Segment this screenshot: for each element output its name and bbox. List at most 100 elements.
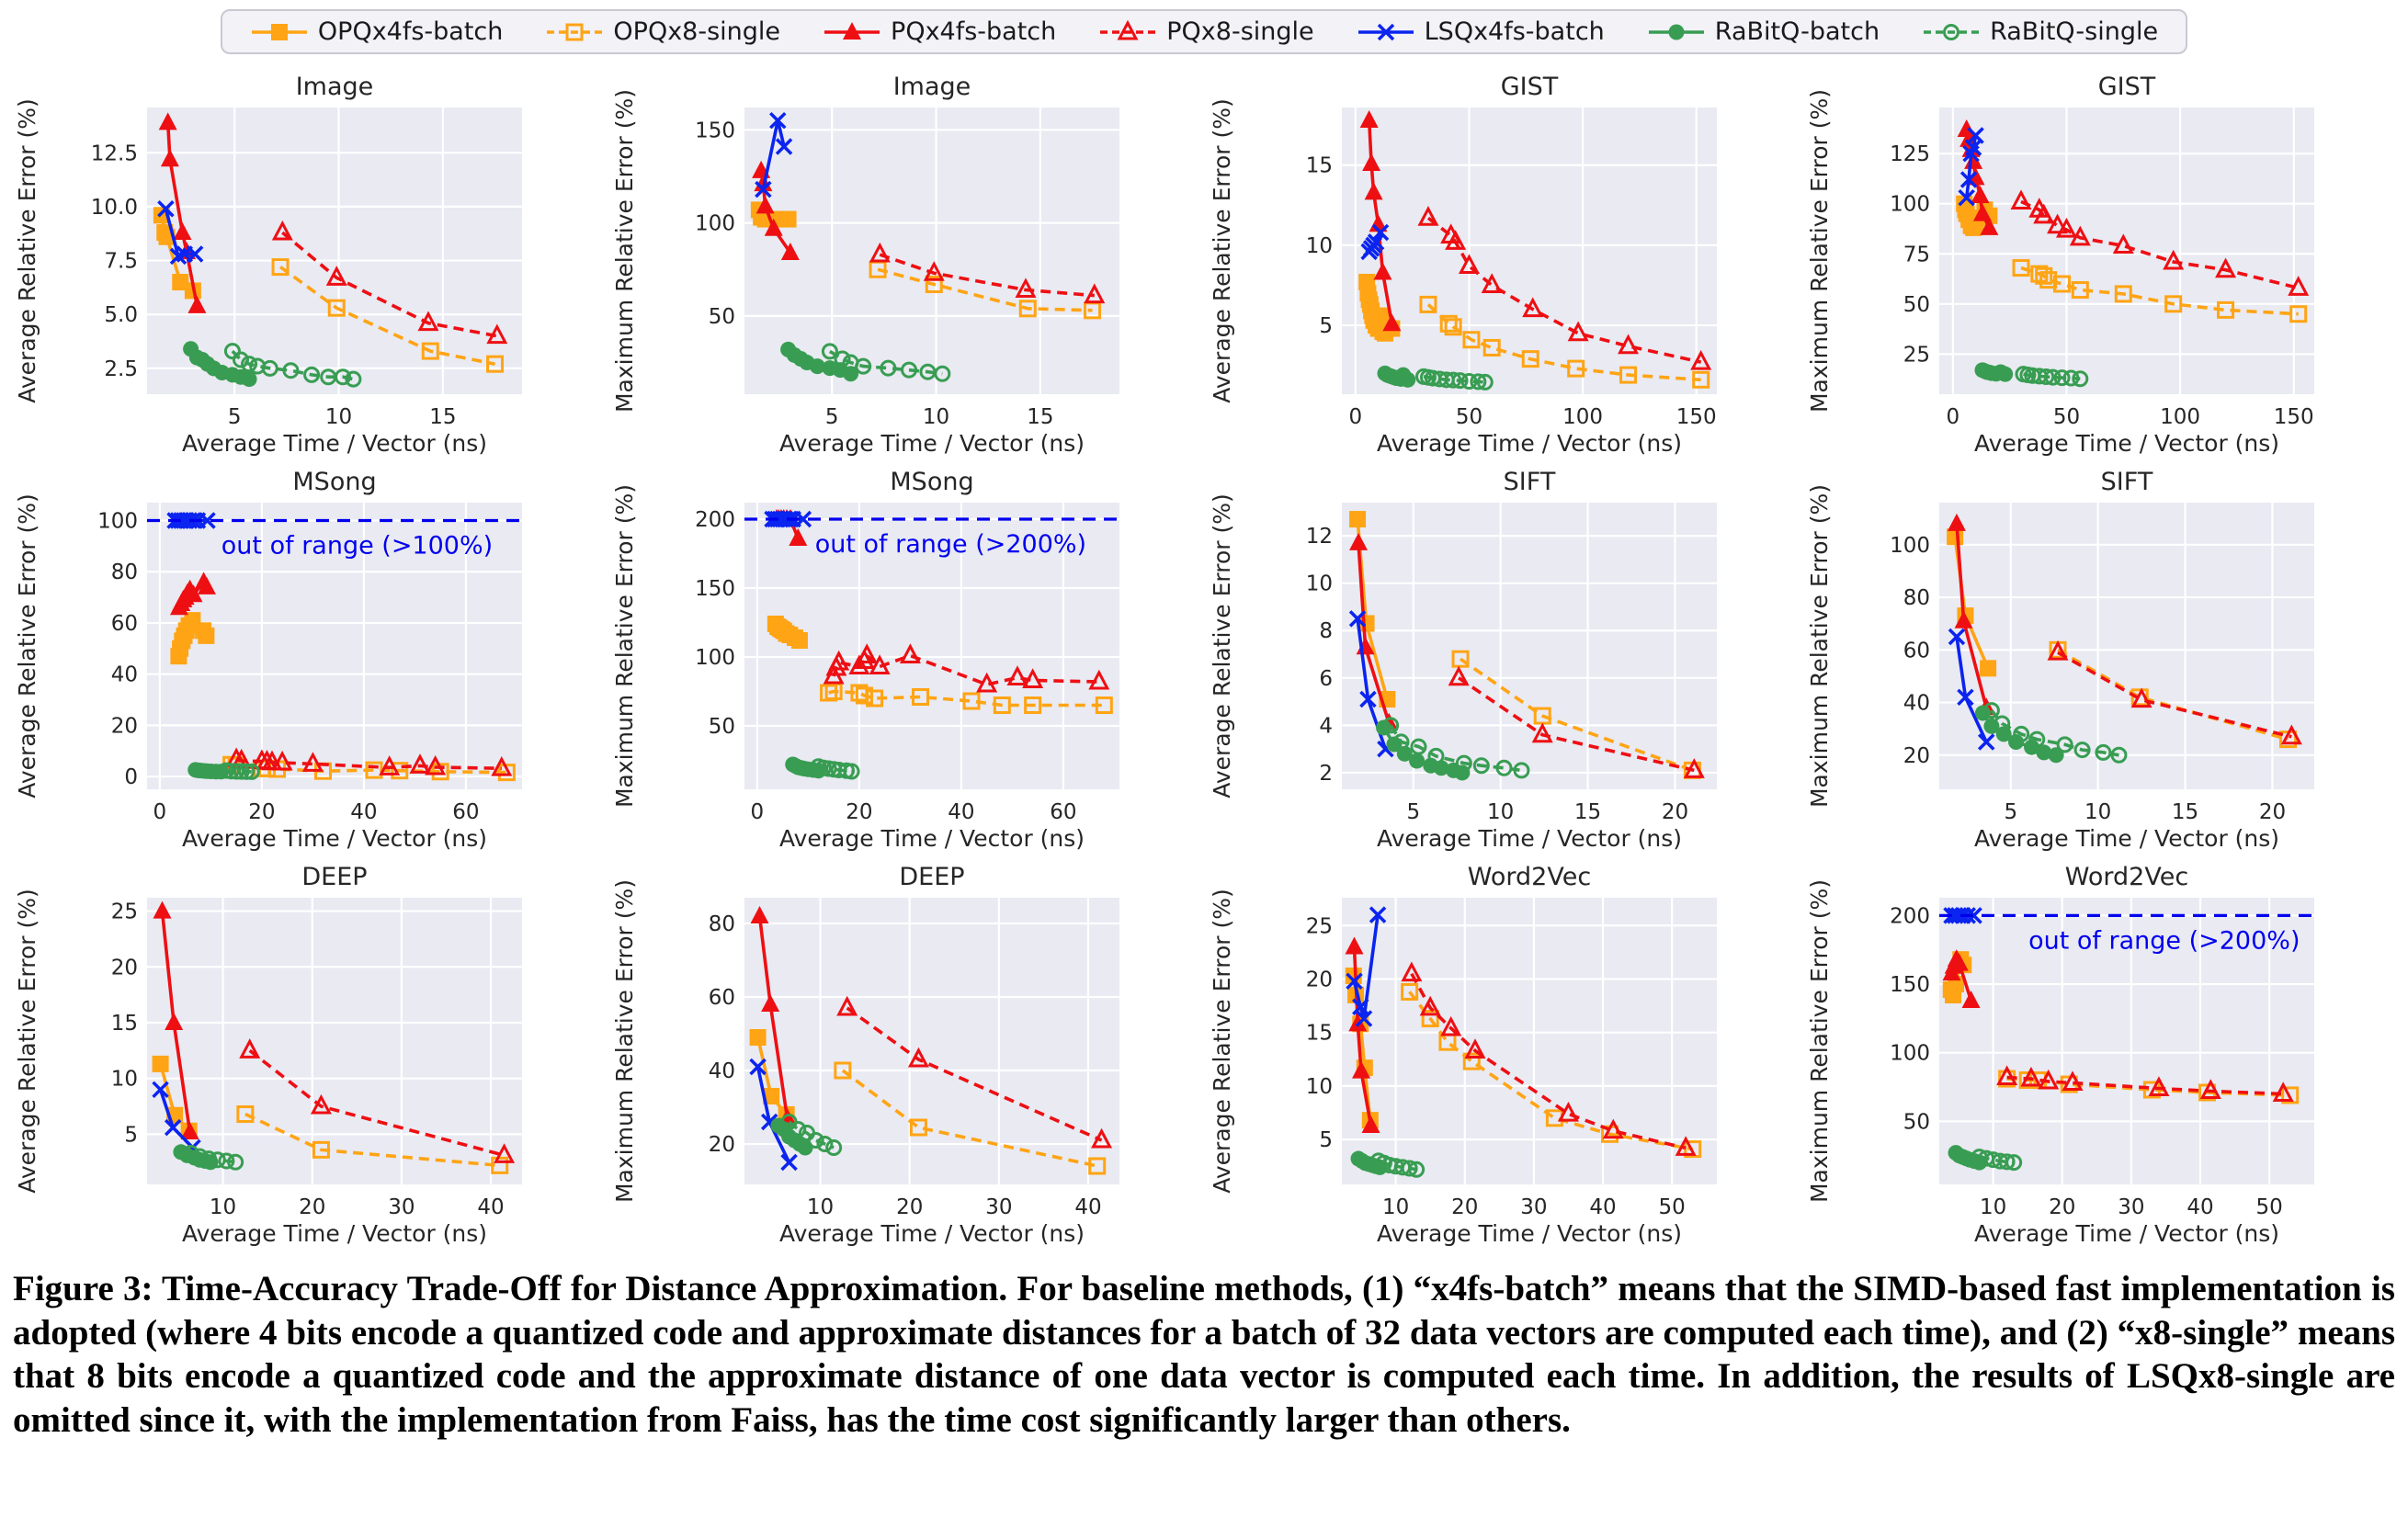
- x-tick-label: 40: [1074, 1195, 1101, 1219]
- chart-svg: GIST Average Relative Error (%) Average Ti…: [1209, 73, 1717, 457]
- marker-circle: [202, 1154, 219, 1171]
- marker-circle-open: [2038, 368, 2055, 386]
- y-tick-label: 200: [695, 508, 735, 532]
- marker-circle: [1995, 726, 2012, 742]
- chart-title: DEEP: [301, 863, 367, 891]
- y-tick-label: 25: [1903, 343, 1930, 367]
- marker-triangle-open: [494, 1143, 516, 1163]
- marker-square-open: [2289, 305, 2308, 323]
- marker-triangle-open: [325, 266, 347, 286]
- marker-x: [755, 180, 772, 198]
- x-tick-label: 5: [228, 405, 242, 429]
- y-tick-label: 2.5: [104, 357, 138, 381]
- series-LSQx4fs-batch: [1958, 127, 1984, 207]
- marker-square-open: [565, 23, 584, 40]
- subplot-word2vec-avg: Word2Vec Average Relative Error (%) Averag…: [1204, 857, 1801, 1252]
- marker-triangle-open: [2288, 276, 2310, 296]
- marker-triangle-open: [2010, 189, 2032, 210]
- marker-square-open: [2053, 275, 2072, 293]
- chart-svg: out of range (>200%) Word2Vec Maximum Rela…: [1806, 863, 2314, 1247]
- legend-item-PQx8-single: PQx8-single: [1098, 17, 1314, 46]
- y-tick-label: 10: [1306, 1075, 1333, 1099]
- marker-square-open: [327, 299, 346, 317]
- x-axis-label: Average Time / Vector (ns): [779, 430, 1085, 457]
- marker-x: [1371, 223, 1390, 242]
- series-RaBitQ-batch: [1350, 1150, 1388, 1175]
- series-line: [1352, 914, 1380, 1020]
- subplot-image-avg: Image Average Relative Error (%) Average T…: [9, 67, 607, 462]
- marker-triangle-open: [2130, 687, 2152, 708]
- marker-square: [790, 632, 808, 649]
- legend-marker-triangle-icon: [1100, 19, 1156, 40]
- y-axis-label: Average Relative Error (%): [1209, 889, 1235, 1194]
- marker-triangle-open: [2215, 257, 2237, 278]
- marker-x: [157, 200, 175, 218]
- marker-circle-open: [1998, 1153, 2016, 1171]
- x-axis-label: Average Time / Vector (ns): [1974, 1220, 2279, 1247]
- marker-triangle-open: [1401, 961, 1423, 982]
- chart-svg: SIFT Average Relative Error (%) Average Ti…: [1209, 468, 1717, 852]
- marker-triangle-open: [409, 753, 431, 774]
- marker-square-open: [421, 342, 439, 360]
- y-axis-label: Maximum Relative Error (%): [611, 89, 638, 413]
- marker-x: [152, 1081, 169, 1099]
- chart-svg: Word2Vec Average Relative Error (%) Averag…: [1209, 863, 1717, 1247]
- marker-x: [1967, 127, 1984, 144]
- x-axis-label: Average Time / Vector (ns): [182, 825, 487, 852]
- marker-circle-open: [1445, 371, 1462, 389]
- marker-triangle-open: [301, 752, 324, 772]
- y-tick-label: 100: [1890, 1042, 1930, 1066]
- marker-circle-open: [1513, 762, 1530, 779]
- legend-marker-triangle-icon: [824, 21, 880, 40]
- marker-x: [1346, 972, 1363, 991]
- marker-circle-open: [901, 361, 918, 379]
- marker-square-open: [431, 763, 449, 781]
- marker-x: [1977, 733, 1995, 751]
- series-OPQx8-single: [820, 683, 1113, 714]
- marker-triangle-open: [828, 650, 850, 671]
- series-LSQx4fs-batch: [1948, 628, 1995, 751]
- marker-square-open: [391, 762, 409, 780]
- marker-triangle-open: [1022, 668, 1044, 688]
- marker-x: [769, 111, 787, 130]
- marker-circle-open: [1476, 373, 1494, 391]
- subplot-deep-avg: DEEP Average Relative Error (%) Average Ti…: [9, 857, 607, 1252]
- marker-triangle-open: [1417, 206, 1439, 226]
- marker-square-open: [1444, 318, 1462, 336]
- plot-area: [147, 108, 522, 394]
- chart-svg: DEEP Average Relative Error (%) Average Ti…: [14, 863, 522, 1247]
- marker-triangle-open: [379, 755, 401, 776]
- series-RaBitQ-single: [1415, 368, 1494, 391]
- marker-square-open: [909, 1118, 927, 1137]
- series-layer: [1947, 513, 2302, 764]
- series-layer: [166, 512, 516, 782]
- marker-triangle-open: [1088, 669, 1110, 690]
- series-LSQx4fs-batch: [1360, 223, 1390, 261]
- series-layer: [1956, 119, 2310, 388]
- marker-circle-open: [282, 362, 300, 379]
- series-RaBitQ-single: [2015, 366, 2089, 388]
- subplot-word2vec-max: out of range (>200%) Word2Vec Maximum Rela…: [1801, 857, 2399, 1252]
- marker-square-open: [855, 686, 873, 705]
- plot-area: [744, 898, 1119, 1184]
- marker-square: [152, 1055, 169, 1072]
- marker-square-open: [993, 696, 1011, 714]
- series-line: [1389, 724, 1522, 773]
- marker-square-open: [1419, 295, 1437, 313]
- x-tick-label: 5: [825, 405, 839, 429]
- marker-triangle: [180, 1121, 199, 1139]
- legend-item-label: OPQx4fs-batch: [317, 17, 504, 46]
- marker-x: [199, 512, 216, 529]
- marker-circle-open: [1460, 373, 1478, 391]
- x-tick-label: 20: [1451, 1195, 1478, 1219]
- marker-triangle: [1980, 217, 1999, 235]
- legend-item-OPQx4fs-batch: OPQx4fs-batch: [250, 17, 504, 46]
- series-RaBitQ-batch: [770, 1117, 813, 1156]
- marker-x: [1958, 188, 1975, 207]
- marker-triangle-open: [2047, 640, 2069, 661]
- y-tick-label: 150: [695, 577, 735, 601]
- marker-square-open: [497, 764, 516, 782]
- x-tick-label: 20: [1662, 800, 1688, 824]
- marker-square: [1372, 307, 1390, 324]
- y-tick-label: 50: [1903, 1110, 1930, 1134]
